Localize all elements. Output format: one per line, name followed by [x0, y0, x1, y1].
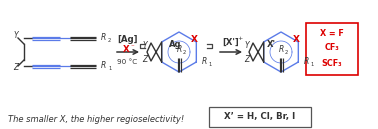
Text: R: R	[177, 45, 181, 54]
Text: ⁻: ⁻	[130, 44, 134, 50]
Text: R: R	[303, 57, 308, 66]
Text: +: +	[237, 37, 243, 42]
Text: 1: 1	[208, 62, 212, 67]
Text: 90 °C: 90 °C	[117, 59, 137, 65]
Text: The smaller X, the higher regioselectivity!: The smaller X, the higher regioselectivi…	[8, 115, 184, 124]
Text: Ag: Ag	[169, 40, 181, 49]
Text: X: X	[293, 34, 300, 43]
Text: X’ = H, Cl, Br, I: X’ = H, Cl, Br, I	[225, 112, 296, 122]
FancyBboxPatch shape	[306, 23, 358, 75]
Text: 1: 1	[310, 62, 314, 67]
Text: CF₃: CF₃	[325, 43, 339, 53]
Text: X: X	[123, 46, 129, 54]
Text: Z: Z	[13, 63, 19, 72]
Text: 2: 2	[183, 50, 186, 55]
Text: [X']: [X']	[223, 38, 239, 46]
Text: Y: Y	[14, 31, 18, 41]
Text: 2: 2	[285, 50, 288, 55]
FancyBboxPatch shape	[209, 107, 311, 127]
Text: Y: Y	[245, 41, 249, 50]
Text: X': X'	[266, 40, 276, 49]
Text: Z: Z	[244, 54, 249, 63]
Text: R: R	[101, 62, 106, 71]
Text: R: R	[101, 34, 106, 42]
Text: R: R	[201, 57, 206, 66]
Text: 1: 1	[108, 67, 112, 71]
Text: X: X	[191, 34, 198, 43]
Text: 2: 2	[108, 38, 112, 43]
Text: SCF₃: SCF₃	[322, 58, 342, 67]
Text: R: R	[278, 45, 284, 54]
Text: Z: Z	[143, 54, 148, 63]
Text: X = F: X = F	[320, 29, 344, 38]
Text: Y: Y	[143, 41, 147, 50]
Text: [Ag]: [Ag]	[118, 35, 138, 45]
